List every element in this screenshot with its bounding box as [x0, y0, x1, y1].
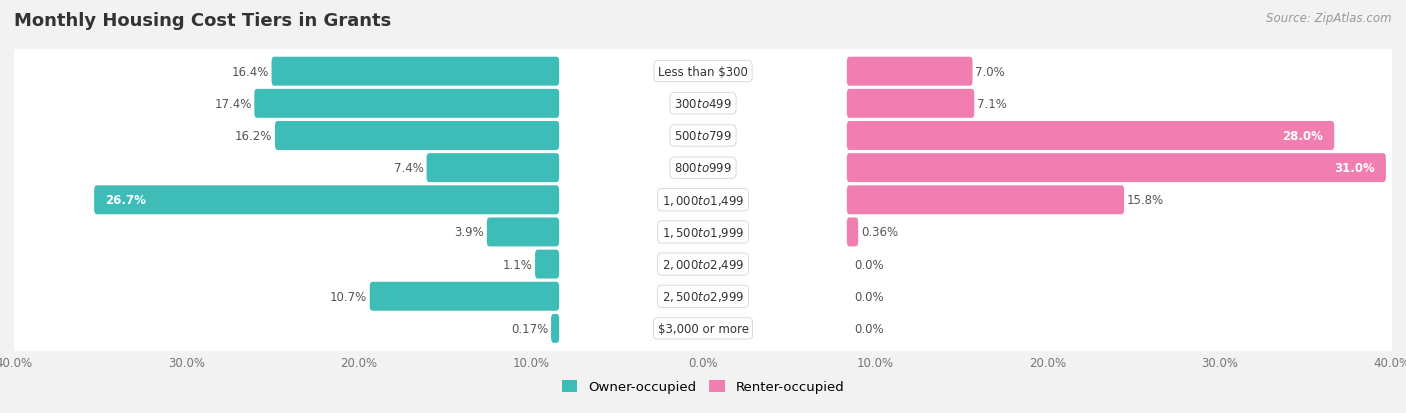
FancyBboxPatch shape: [0, 239, 1406, 290]
Text: $1,000 to $1,499: $1,000 to $1,499: [662, 193, 744, 207]
FancyBboxPatch shape: [846, 57, 973, 86]
FancyBboxPatch shape: [0, 142, 1406, 194]
FancyBboxPatch shape: [846, 218, 858, 247]
FancyBboxPatch shape: [426, 154, 560, 183]
FancyBboxPatch shape: [0, 46, 1406, 97]
Text: $300 to $499: $300 to $499: [673, 97, 733, 111]
Legend: Owner-occupied, Renter-occupied: Owner-occupied, Renter-occupied: [557, 375, 849, 399]
Text: 16.4%: 16.4%: [232, 66, 269, 78]
FancyBboxPatch shape: [846, 154, 1386, 183]
Text: $2,500 to $2,999: $2,500 to $2,999: [662, 290, 744, 304]
FancyBboxPatch shape: [0, 78, 1406, 130]
Text: 10.7%: 10.7%: [330, 290, 367, 303]
Text: 7.4%: 7.4%: [394, 162, 425, 175]
Text: $800 to $999: $800 to $999: [673, 162, 733, 175]
Text: 1.1%: 1.1%: [502, 258, 533, 271]
Text: 15.8%: 15.8%: [1126, 194, 1164, 207]
FancyBboxPatch shape: [551, 314, 560, 343]
Text: 26.7%: 26.7%: [105, 194, 146, 207]
Text: 17.4%: 17.4%: [214, 97, 252, 111]
FancyBboxPatch shape: [846, 122, 1334, 151]
FancyBboxPatch shape: [0, 303, 1406, 354]
FancyBboxPatch shape: [846, 186, 1125, 215]
Text: 0.0%: 0.0%: [855, 290, 884, 303]
FancyBboxPatch shape: [0, 175, 1406, 226]
Text: 7.1%: 7.1%: [977, 97, 1007, 111]
FancyBboxPatch shape: [276, 122, 560, 151]
FancyBboxPatch shape: [846, 90, 974, 119]
Text: $2,000 to $2,499: $2,000 to $2,499: [662, 257, 744, 271]
Text: 7.0%: 7.0%: [976, 66, 1005, 78]
FancyBboxPatch shape: [536, 250, 560, 279]
Text: $1,500 to $1,999: $1,500 to $1,999: [662, 225, 744, 240]
FancyBboxPatch shape: [254, 90, 560, 119]
Text: 3.9%: 3.9%: [454, 226, 484, 239]
Text: 28.0%: 28.0%: [1282, 130, 1323, 142]
Text: 0.0%: 0.0%: [855, 258, 884, 271]
FancyBboxPatch shape: [486, 218, 560, 247]
FancyBboxPatch shape: [0, 207, 1406, 258]
Text: 16.2%: 16.2%: [235, 130, 273, 142]
FancyBboxPatch shape: [271, 57, 560, 86]
FancyBboxPatch shape: [0, 271, 1406, 322]
Text: 0.17%: 0.17%: [512, 322, 548, 335]
FancyBboxPatch shape: [0, 111, 1406, 162]
Text: 31.0%: 31.0%: [1334, 162, 1375, 175]
Text: 0.36%: 0.36%: [860, 226, 898, 239]
Text: $500 to $799: $500 to $799: [673, 130, 733, 142]
Text: Monthly Housing Cost Tiers in Grants: Monthly Housing Cost Tiers in Grants: [14, 12, 391, 30]
FancyBboxPatch shape: [94, 186, 560, 215]
Text: Source: ZipAtlas.com: Source: ZipAtlas.com: [1267, 12, 1392, 25]
Text: 0.0%: 0.0%: [855, 322, 884, 335]
Text: $3,000 or more: $3,000 or more: [658, 322, 748, 335]
FancyBboxPatch shape: [370, 282, 560, 311]
Text: Less than $300: Less than $300: [658, 66, 748, 78]
